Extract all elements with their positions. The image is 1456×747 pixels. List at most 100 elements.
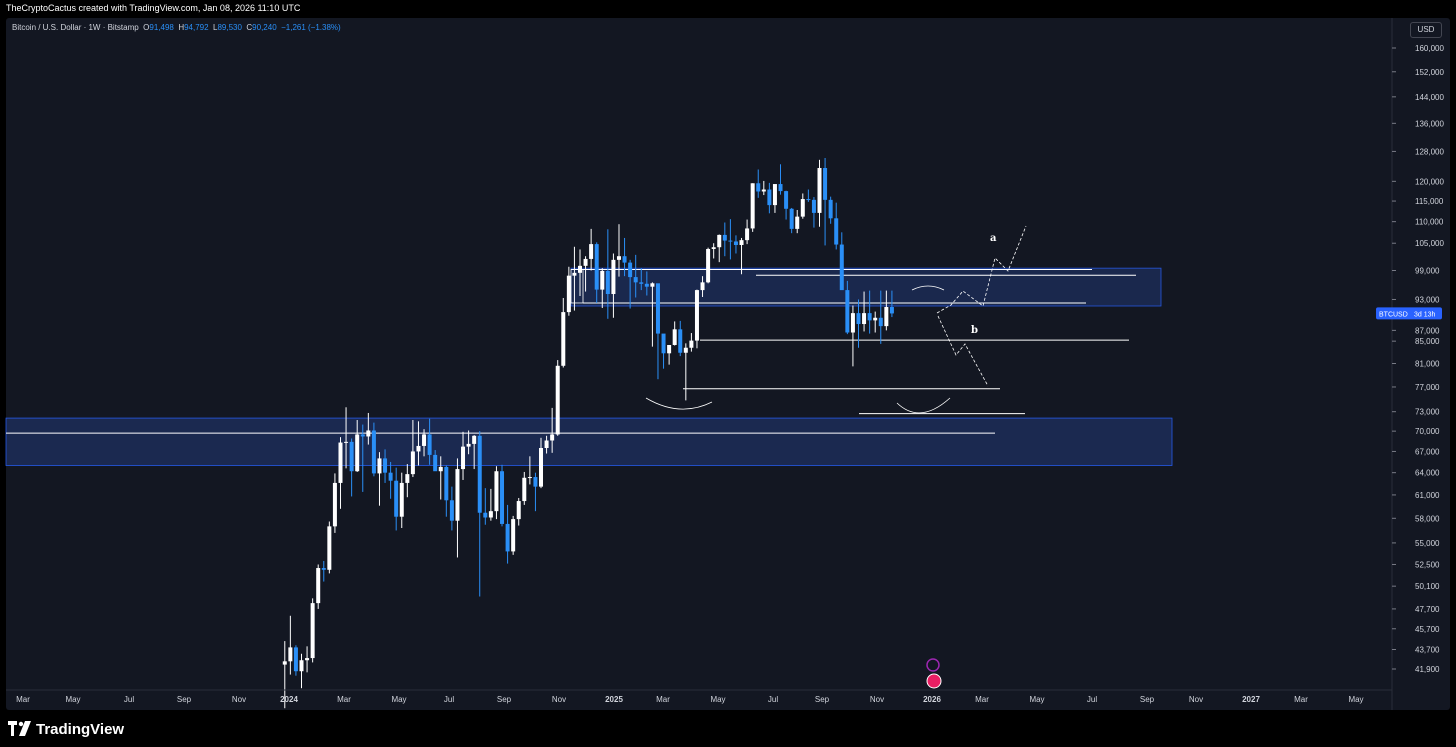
candle-body[interactable] bbox=[427, 434, 432, 455]
candle-body[interactable] bbox=[572, 272, 577, 276]
candle-body[interactable] bbox=[500, 471, 505, 524]
candle-body[interactable] bbox=[767, 189, 772, 206]
candle-body[interactable] bbox=[338, 442, 343, 483]
candle-body[interactable] bbox=[828, 199, 833, 219]
candle-body[interactable] bbox=[488, 511, 493, 518]
candle-body[interactable] bbox=[522, 477, 527, 502]
candle-body[interactable] bbox=[293, 647, 298, 672]
current-price-tag[interactable] bbox=[1376, 307, 1442, 320]
candle-body[interactable] bbox=[733, 241, 738, 245]
candle-body[interactable] bbox=[683, 347, 688, 353]
candle-body[interactable] bbox=[706, 248, 711, 283]
currency-button[interactable]: USD bbox=[1410, 22, 1442, 38]
candle-body[interactable] bbox=[789, 208, 794, 229]
candle-body[interactable] bbox=[477, 435, 482, 513]
candle-body[interactable] bbox=[416, 445, 421, 452]
candle-body[interactable] bbox=[834, 218, 839, 245]
candle-body[interactable] bbox=[472, 435, 477, 444]
candle-body[interactable] bbox=[795, 216, 800, 229]
symbol-title[interactable]: Bitcoin / U.S. Dollar · 1W · Bitstamp bbox=[12, 23, 139, 32]
candle-body[interactable] bbox=[594, 244, 599, 290]
candle-body[interactable] bbox=[722, 234, 727, 241]
candle-body[interactable] bbox=[611, 259, 616, 295]
candle-body[interactable] bbox=[511, 519, 516, 552]
candle-body[interactable] bbox=[282, 661, 287, 665]
candle-body[interactable] bbox=[717, 234, 722, 248]
candle-body[interactable] bbox=[778, 184, 783, 192]
candle-body[interactable] bbox=[650, 283, 655, 287]
candle-body[interactable] bbox=[878, 317, 883, 327]
candle-body[interactable] bbox=[399, 482, 404, 517]
candle-body[interactable] bbox=[873, 317, 878, 321]
candle-body[interactable] bbox=[678, 329, 683, 353]
candle-body[interactable] bbox=[589, 244, 594, 259]
candle-body[interactable] bbox=[817, 168, 822, 213]
candle-body[interactable] bbox=[862, 313, 867, 325]
candle-body[interactable] bbox=[371, 430, 376, 474]
candle-body[interactable] bbox=[533, 477, 538, 487]
projection-path-a[interactable] bbox=[936, 225, 1027, 314]
candle-body[interactable] bbox=[745, 228, 750, 241]
candle-body[interactable] bbox=[550, 434, 555, 441]
candle-body[interactable] bbox=[823, 168, 828, 200]
candle-body[interactable] bbox=[639, 282, 644, 284]
candle-body[interactable] bbox=[355, 434, 360, 472]
candle-body[interactable] bbox=[344, 441, 349, 443]
candle-body[interactable] bbox=[461, 446, 466, 470]
candle-body[interactable] bbox=[884, 307, 889, 327]
candle-body[interactable] bbox=[316, 568, 321, 604]
candle-body[interactable] bbox=[444, 466, 449, 501]
candle-body[interactable] bbox=[366, 430, 371, 437]
tradingview-logo[interactable]: TradingView bbox=[8, 720, 124, 738]
candle-body[interactable] bbox=[539, 447, 544, 487]
candle-body[interactable] bbox=[700, 282, 705, 291]
candle-body[interactable] bbox=[555, 365, 560, 435]
candle-body[interactable] bbox=[845, 290, 850, 333]
candle-body[interactable] bbox=[394, 480, 399, 517]
candle-body[interactable] bbox=[466, 443, 471, 447]
candle-body[interactable] bbox=[605, 270, 610, 295]
candle-body[interactable] bbox=[349, 441, 354, 472]
candle-body[interactable] bbox=[756, 183, 761, 192]
resistance-zone-upper[interactable] bbox=[570, 267, 1162, 307]
candle-body[interactable] bbox=[667, 344, 672, 354]
candle-body[interactable] bbox=[672, 329, 677, 345]
candle-body[interactable] bbox=[433, 454, 438, 472]
candle-body[interactable] bbox=[305, 658, 310, 661]
candle-body[interactable] bbox=[867, 313, 872, 321]
arc-right[interactable] bbox=[896, 397, 951, 414]
candle-body[interactable] bbox=[422, 434, 427, 446]
arc-left[interactable] bbox=[645, 397, 713, 410]
candle-body[interactable] bbox=[622, 256, 627, 263]
candle-body[interactable] bbox=[438, 466, 443, 472]
candle-body[interactable] bbox=[856, 313, 861, 325]
candle-body[interactable] bbox=[321, 568, 326, 570]
candle-body[interactable] bbox=[505, 523, 510, 552]
candle-body[interactable] bbox=[633, 277, 638, 283]
candle-body[interactable] bbox=[377, 458, 382, 474]
candle-body[interactable] bbox=[561, 312, 566, 366]
candle-body[interactable] bbox=[288, 647, 293, 662]
candle-body[interactable] bbox=[449, 500, 454, 521]
arc-top[interactable] bbox=[911, 285, 945, 291]
event-lightning-icon[interactable] bbox=[926, 658, 940, 672]
candle-body[interactable] bbox=[405, 474, 410, 483]
candle-body[interactable] bbox=[772, 184, 777, 206]
chart-frame[interactable]: Bitcoin / U.S. Dollar · 1W · Bitstamp O9… bbox=[6, 18, 1450, 710]
candle-body[interactable] bbox=[655, 283, 660, 334]
candle-body[interactable] bbox=[455, 469, 460, 521]
candle-body[interactable] bbox=[566, 275, 571, 313]
candle-body[interactable] bbox=[644, 283, 649, 287]
candle-body[interactable] bbox=[583, 258, 588, 266]
candle-body[interactable] bbox=[784, 191, 789, 209]
candle-body[interactable] bbox=[494, 471, 499, 512]
range-box-outline[interactable] bbox=[570, 269, 584, 304]
candle-body[interactable] bbox=[383, 458, 388, 473]
candle-body[interactable] bbox=[360, 434, 365, 437]
candle-body[interactable] bbox=[689, 340, 694, 348]
candle-body[interactable] bbox=[544, 440, 549, 448]
candle-body[interactable] bbox=[527, 477, 532, 479]
candle-body[interactable] bbox=[806, 199, 811, 201]
candle-body[interactable] bbox=[839, 244, 844, 291]
